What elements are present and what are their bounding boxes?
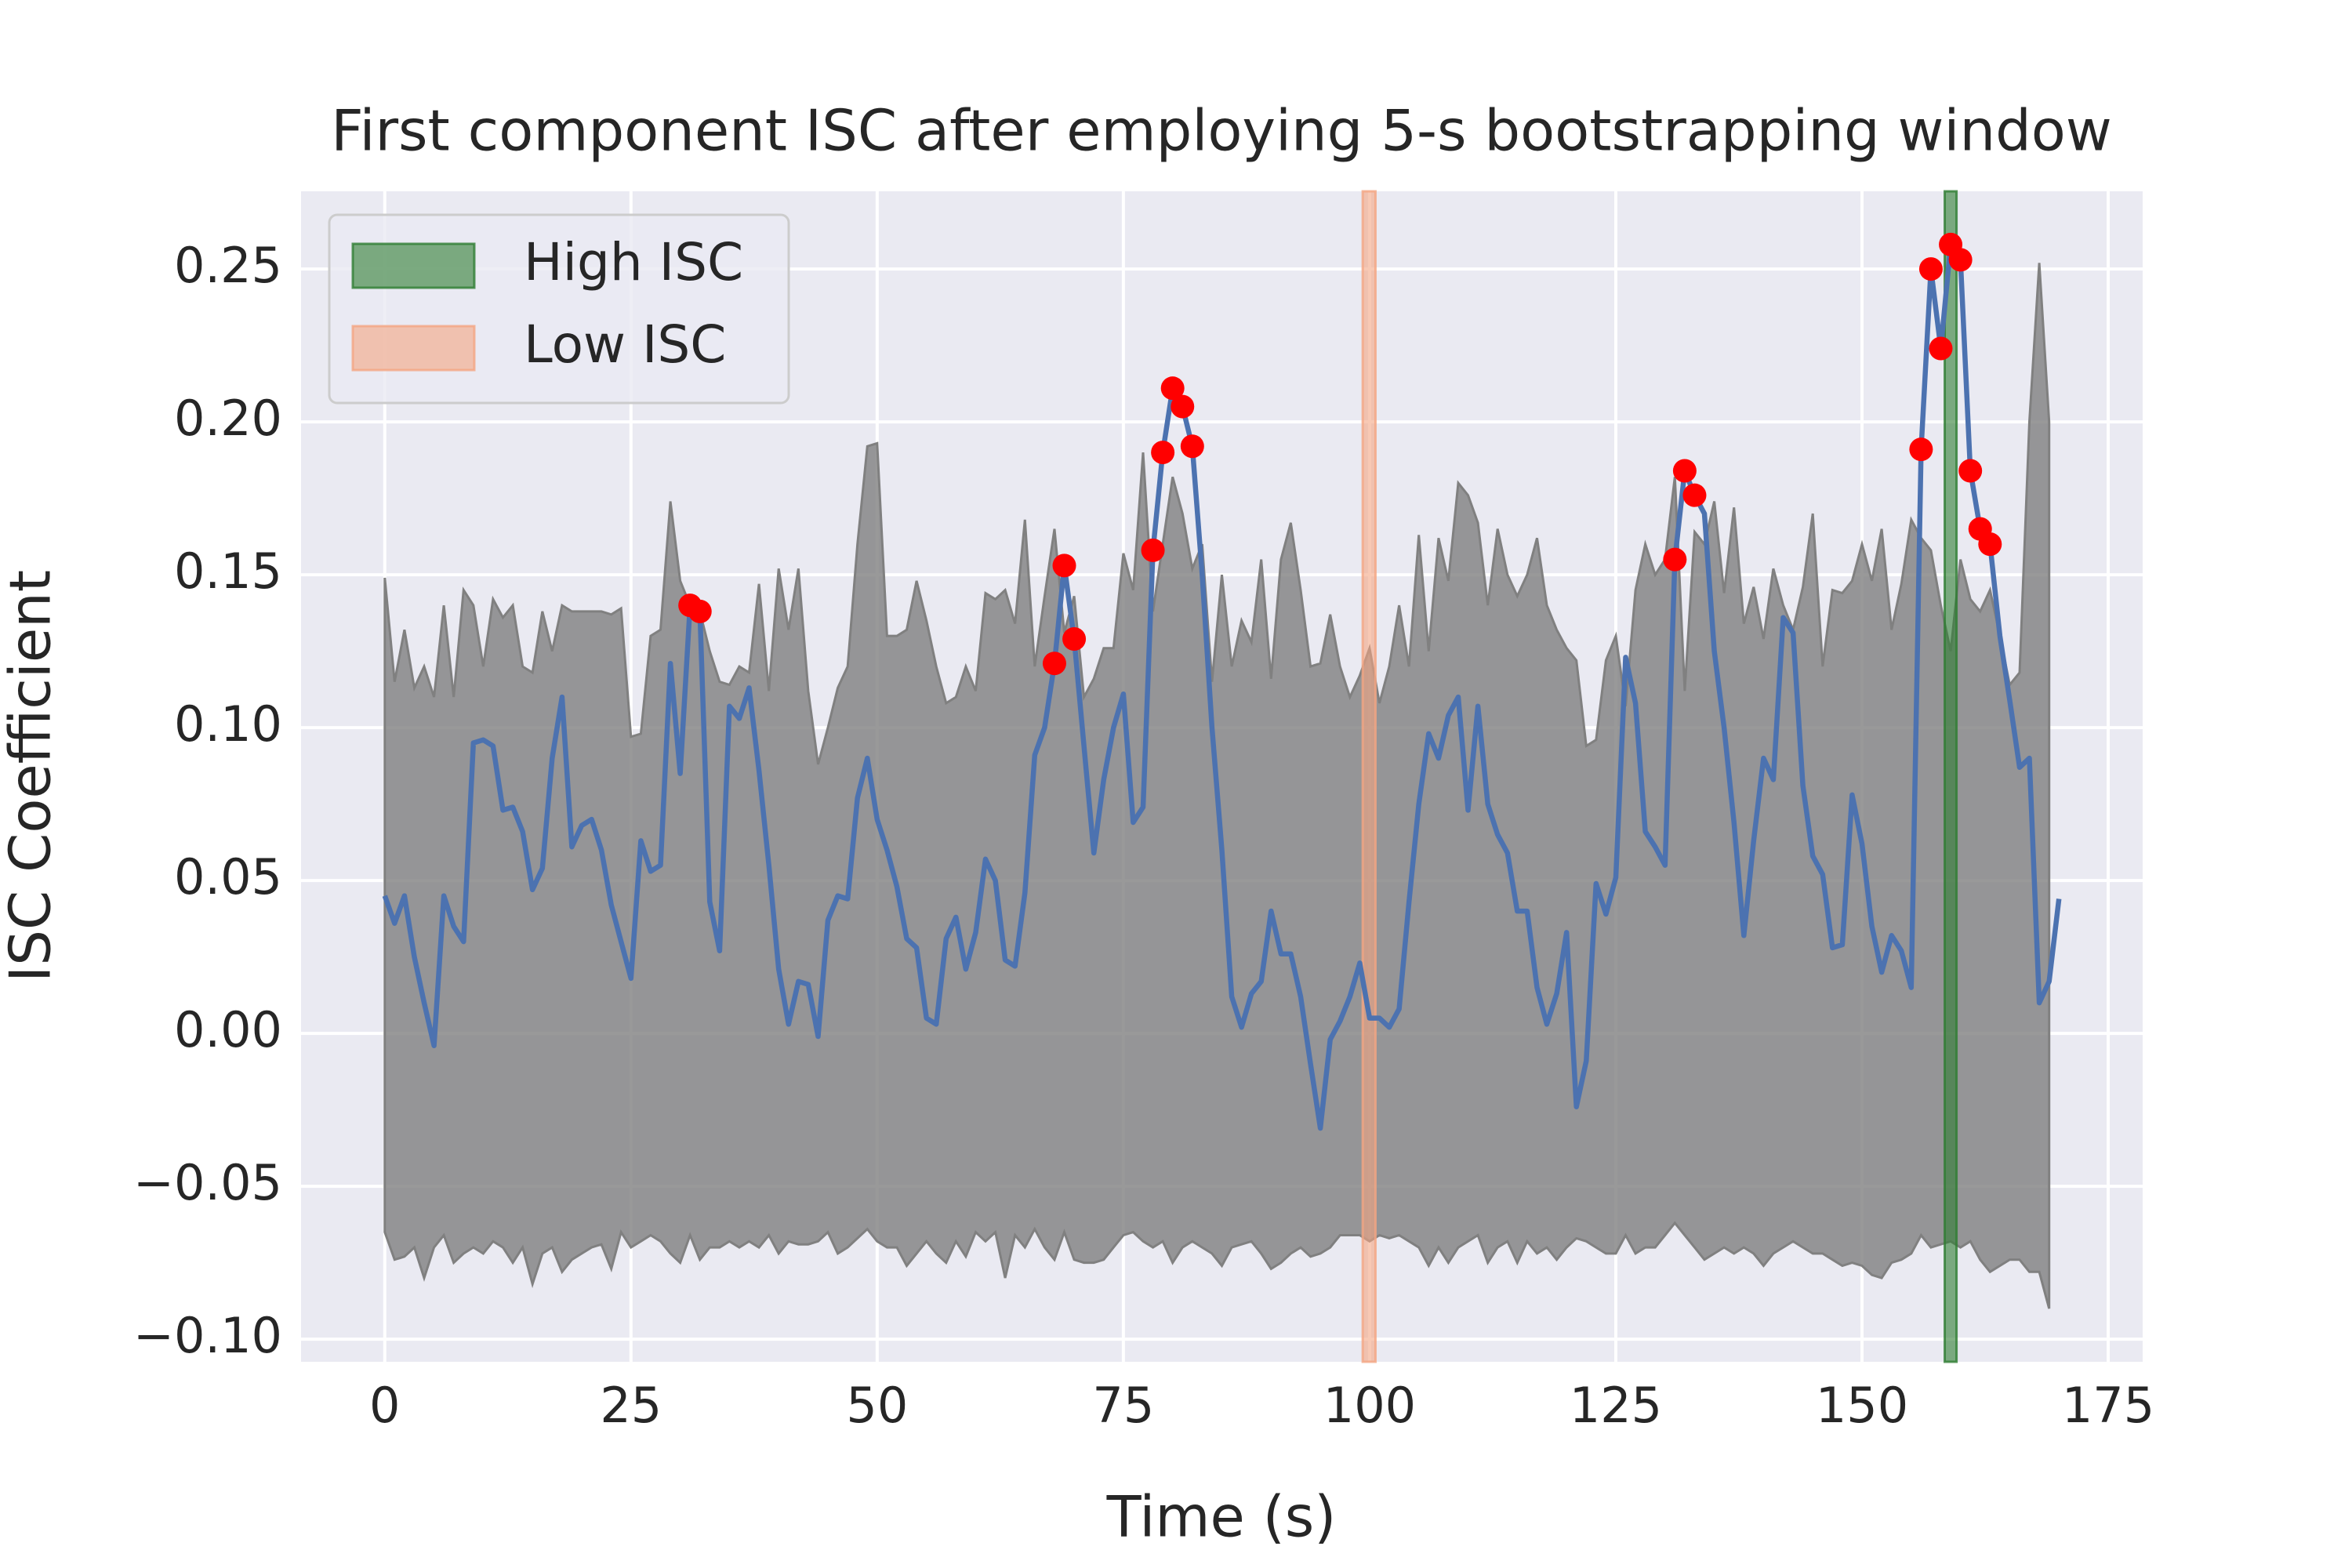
- significant-point: [1918, 257, 1943, 281]
- x-tick-label: 0: [369, 1377, 400, 1434]
- y-tick-label: −0.10: [133, 1307, 282, 1364]
- significant-point: [1682, 483, 1707, 507]
- significant-point: [1672, 459, 1697, 483]
- significant-point: [688, 599, 712, 623]
- significant-point: [1042, 652, 1066, 676]
- x-tick-label: 100: [1323, 1377, 1416, 1434]
- x-tick-label: 125: [1570, 1377, 1662, 1434]
- marks: [382, 190, 2062, 1363]
- significant-point: [1948, 248, 1973, 272]
- significant-point: [1958, 459, 1983, 483]
- significant-point: [1141, 538, 1165, 562]
- significant-point: [1062, 626, 1087, 651]
- legend: High ISC Low ISC: [328, 213, 790, 405]
- x-axis-label: Time (s): [1106, 1484, 1337, 1550]
- x-tick-label: 75: [1092, 1377, 1154, 1434]
- x-tick-label: 25: [600, 1377, 662, 1434]
- significant-point: [1052, 554, 1076, 578]
- chart-title: First component ISC after employing 5-s …: [331, 98, 2111, 164]
- isc-line: [382, 241, 2062, 1131]
- y-tick-label: 0.00: [174, 1001, 282, 1058]
- significant-point: [1160, 376, 1185, 401]
- significant-point: [1663, 547, 1687, 572]
- significant-point: [1909, 437, 1933, 462]
- highlight-span: [1361, 190, 1377, 1363]
- y-tick-label: 0.20: [174, 390, 282, 447]
- legend-swatch: [351, 325, 476, 372]
- highlight-span: [1944, 190, 1958, 1363]
- significant-point: [1180, 434, 1204, 459]
- significant-point: [1978, 532, 2002, 557]
- significant-point: [1929, 336, 1953, 361]
- significant-point: [1171, 394, 1195, 419]
- y-tick-label: −0.05: [133, 1154, 282, 1211]
- y-tick-label: 0.10: [174, 695, 282, 753]
- y-tick-label: 0.05: [174, 848, 282, 906]
- significant-point: [1151, 441, 1175, 465]
- x-tick-label: 175: [2062, 1377, 2154, 1434]
- y-axis-label: ISC Coefficient: [0, 570, 64, 982]
- legend-label: High ISC: [524, 232, 743, 292]
- y-tick-label: 0.15: [174, 543, 282, 600]
- legend-label: Low ISC: [524, 314, 726, 375]
- y-tick-label: 0.25: [174, 237, 282, 294]
- x-tick-label: 150: [1816, 1377, 1908, 1434]
- legend-swatch: [351, 242, 476, 289]
- labels: −0.10 −0.05 0.00 0.05 0.10 0.15 0.20 0.25 0 25 50 7…: [133, 237, 2154, 1434]
- x-tick-label: 50: [846, 1377, 908, 1434]
